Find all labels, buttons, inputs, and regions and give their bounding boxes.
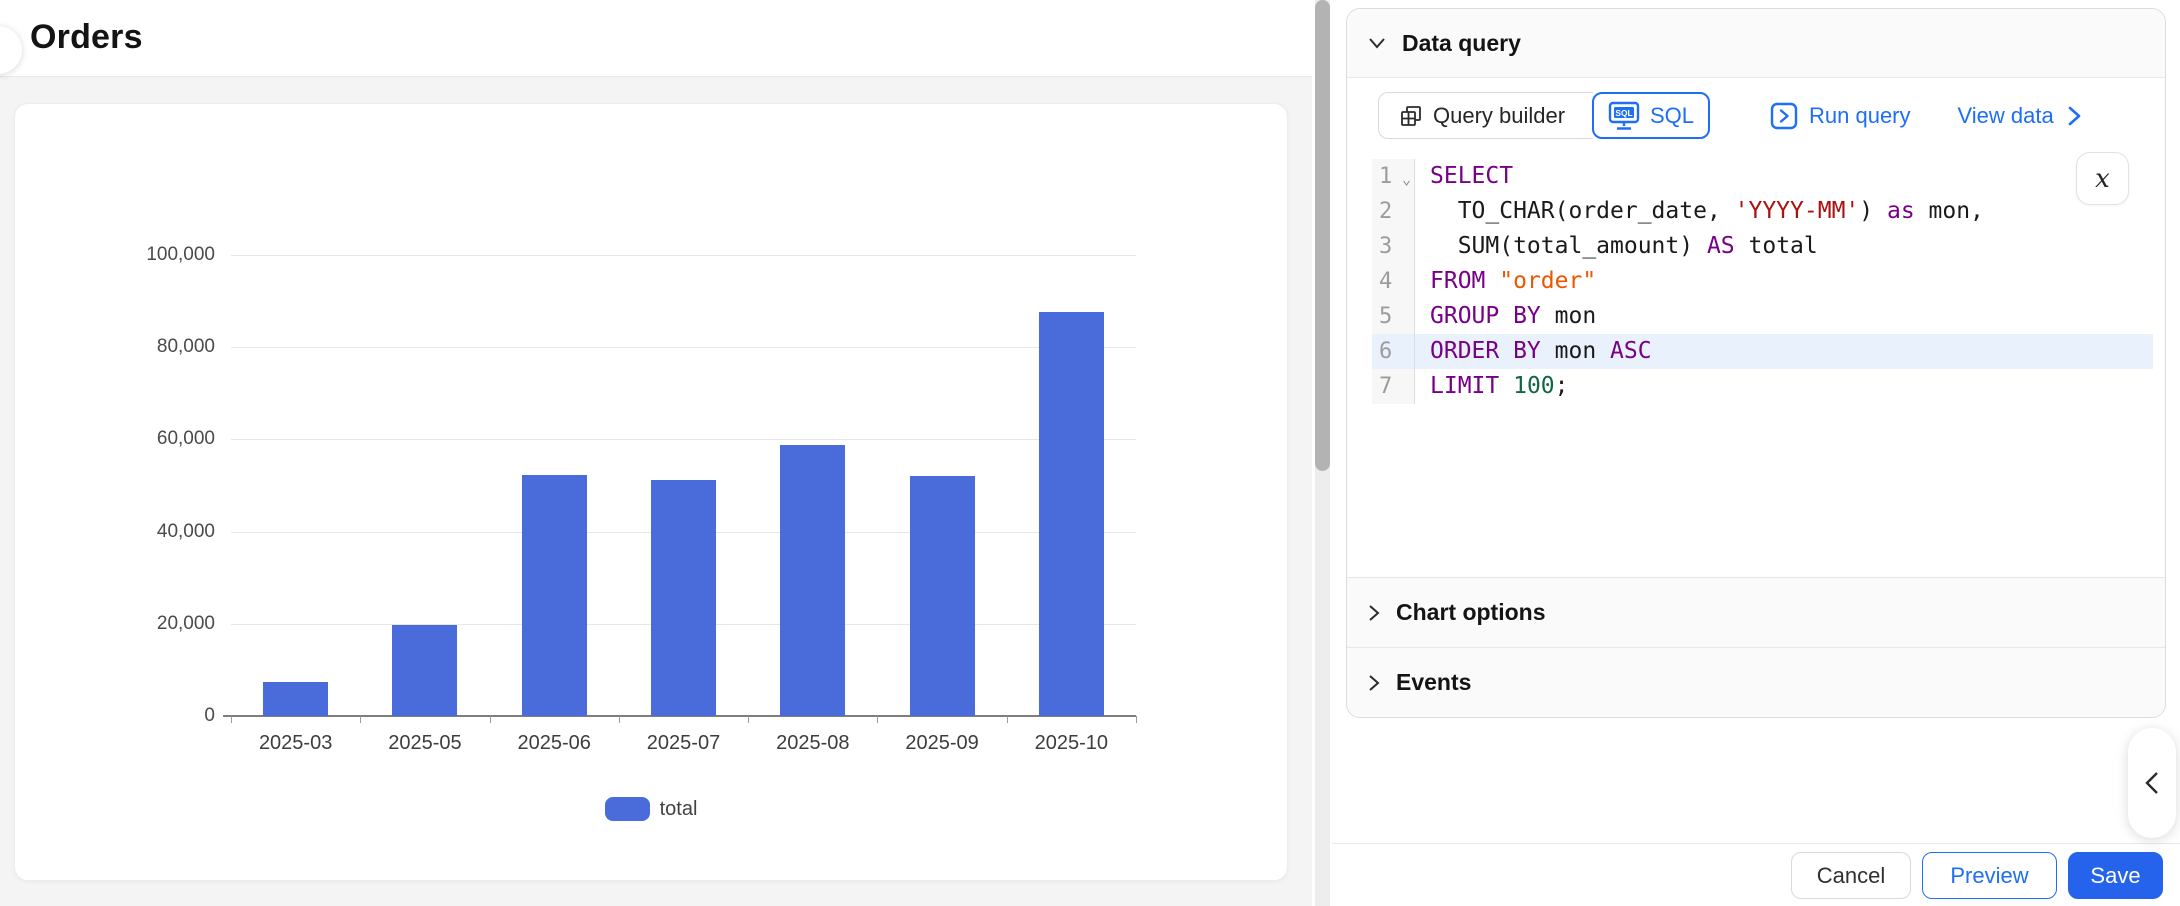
bar-2025-09[interactable]	[909, 476, 975, 716]
line-number: 1 ⌄	[1372, 159, 1415, 194]
left-collapse-handle[interactable]	[0, 26, 22, 74]
section-events-label: Events	[1396, 669, 1472, 695]
x-axis-tick-label: 2025-06	[517, 732, 591, 754]
code-line-3[interactable]: 3 SUM(total_amount) AS total	[1372, 229, 2153, 264]
y-axis-tick-label: 40,000	[156, 520, 215, 542]
chevron-left-icon	[2144, 770, 2160, 796]
bar-2025-03[interactable]	[263, 681, 329, 716]
footer-divider	[1332, 843, 2180, 844]
code-line-6[interactable]: 6 ORDER BY mon ASC	[1372, 334, 2153, 369]
panel-title: Data query	[1402, 29, 1521, 56]
fold-arrow-icon[interactable]: ⌄	[1401, 170, 1411, 188]
x-axis-tick	[231, 716, 232, 723]
preview-button[interactable]: Preview	[1922, 852, 2057, 899]
x-axis-tick	[1136, 716, 1137, 723]
bar-chart-plot: 0 20,000 40,000 60,000 80,000 100,000 2025-03 2…	[146, 244, 1137, 754]
code-text: GROUP BY mon	[1430, 303, 1597, 329]
query-mode-switch: Query builder SQL SQL	[1378, 92, 1710, 139]
x-axis-tick	[748, 716, 750, 723]
y-axis-tick-label: 100,000	[146, 244, 215, 265]
code-line-4[interactable]: 4 FROM "order"	[1372, 264, 2153, 299]
tab-query-builder[interactable]: Query builder	[1378, 92, 1593, 139]
legend-swatch-total	[604, 797, 650, 821]
code-line-2[interactable]: 2 TO_CHAR(order_date, 'YYYY-MM') as mon,	[1372, 194, 2153, 229]
gridline	[231, 439, 1136, 441]
sql-monitor-icon: SQL	[1608, 101, 1640, 131]
chevron-right-icon	[1367, 603, 1380, 623]
cancel-button[interactable]: Cancel	[1791, 852, 1911, 899]
gridline	[231, 255, 1136, 256]
section-chart-options[interactable]: Chart options	[1347, 577, 2165, 647]
bar-2025-06[interactable]	[521, 474, 587, 716]
inspector-panel-region: Data query Query builder	[1332, 0, 2180, 906]
x-axis-tick	[877, 716, 879, 723]
code-line-5[interactable]: 5 GROUP BY mon	[1372, 299, 2153, 334]
x-axis-tick-label: 2025-03	[258, 732, 333, 754]
x-axis-tick-label: 2025-07	[646, 732, 721, 754]
bar-2025-05[interactable]	[392, 625, 458, 716]
y-axis-tick-label: 80,000	[156, 336, 215, 358]
data-query-panel: Data query Query builder	[1346, 8, 2166, 718]
gridline	[231, 347, 1136, 349]
tab-sql[interactable]: SQL SQL	[1592, 92, 1710, 139]
chart-legend[interactable]: total	[15, 797, 1287, 821]
collapse-panel-handle[interactable]	[2128, 728, 2176, 838]
x-axis-tick-label: 2025-10	[1034, 732, 1109, 754]
chevron-right-icon	[2067, 105, 2082, 127]
x-axis-tick	[618, 716, 620, 723]
code-line-7[interactable]: 7 LIMIT 100;	[1372, 369, 2153, 404]
x-axis-tick	[1006, 716, 1008, 723]
view-data-button[interactable]: View data	[1958, 103, 2082, 129]
x-axis-tick	[360, 716, 362, 723]
bar-2025-07[interactable]	[651, 479, 716, 716]
footer-actions: Cancel Preview Save	[1791, 852, 2163, 899]
page-title: Orders	[30, 18, 143, 56]
chevron-right-icon	[1367, 673, 1380, 693]
code-line-1[interactable]: 1 ⌄ SELECT	[1372, 159, 2153, 194]
sql-code-editor[interactable]: 1 ⌄ SELECT 2 TO_CHAR(order_date, 'YYYY-MM')…	[1372, 153, 2153, 568]
tab-query-builder-label: Query builder	[1433, 102, 1566, 128]
code-text: ORDER BY mon ASC	[1430, 338, 1652, 364]
view-data-label: View data	[1957, 102, 2054, 128]
run-query-label: Run query	[1809, 102, 1911, 128]
y-axis-tick-label: 20,000	[156, 612, 215, 634]
canvas-area: 0 20,000 40,000 60,000 80,000 100,000 2025-03 2…	[0, 0, 1312, 906]
code-text: LIMIT 100;	[1430, 373, 1569, 399]
x-axis-line	[223, 715, 1136, 717]
chevron-down-icon	[1367, 36, 1387, 50]
table-icon	[1399, 104, 1423, 128]
code-text: SELECT	[1430, 163, 1514, 189]
save-button[interactable]: Save	[2068, 852, 2163, 899]
line-number: 7	[1372, 369, 1415, 404]
line-number: 5	[1372, 299, 1415, 334]
line-number: 3	[1372, 229, 1415, 264]
line-number: 4	[1372, 264, 1415, 299]
x-axis-tick-label: 2025-05	[388, 732, 462, 754]
bar-2025-10[interactable]	[1038, 311, 1104, 716]
legend-label: total	[659, 797, 698, 820]
tab-sql-label: SQL	[1649, 102, 1695, 128]
section-chart-options-label: Chart options	[1396, 599, 1546, 625]
run-query-icon	[1770, 102, 1798, 130]
svg-text:SQL: SQL	[1615, 107, 1632, 117]
orders-chart-card[interactable]: 0 20,000 40,000 60,000 80,000 100,000 2025-03 2…	[14, 103, 1288, 881]
x-axis-tick-label: 2025-08	[776, 732, 850, 754]
data-query-header[interactable]: Data query	[1347, 9, 2165, 78]
x-axis-tick-label: 2025-09	[905, 732, 979, 754]
section-events[interactable]: Events	[1347, 647, 2165, 717]
run-query-button[interactable]: Run query	[1770, 102, 1911, 130]
vertical-scrollbar-thumb[interactable]	[1315, 0, 1330, 471]
variable-hint-button[interactable]: x	[2076, 152, 2129, 205]
bar-2025-08[interactable]	[780, 444, 846, 716]
code-text: SUM(total_amount) AS total	[1430, 233, 1818, 259]
y-axis-tick-label: 60,000	[156, 428, 215, 450]
x-axis-tick	[489, 716, 491, 723]
y-axis-tick-label: 0	[204, 705, 215, 726]
line-number: 2	[1372, 194, 1415, 229]
page-header: Orders	[0, 0, 1312, 77]
code-text: FROM "order"	[1430, 268, 1597, 294]
query-toolbar: Query builder SQL SQL	[1378, 92, 2149, 139]
code-text: TO_CHAR(order_date, 'YYYY-MM') as mon,	[1430, 198, 1984, 224]
line-number: 6	[1372, 334, 1415, 369]
